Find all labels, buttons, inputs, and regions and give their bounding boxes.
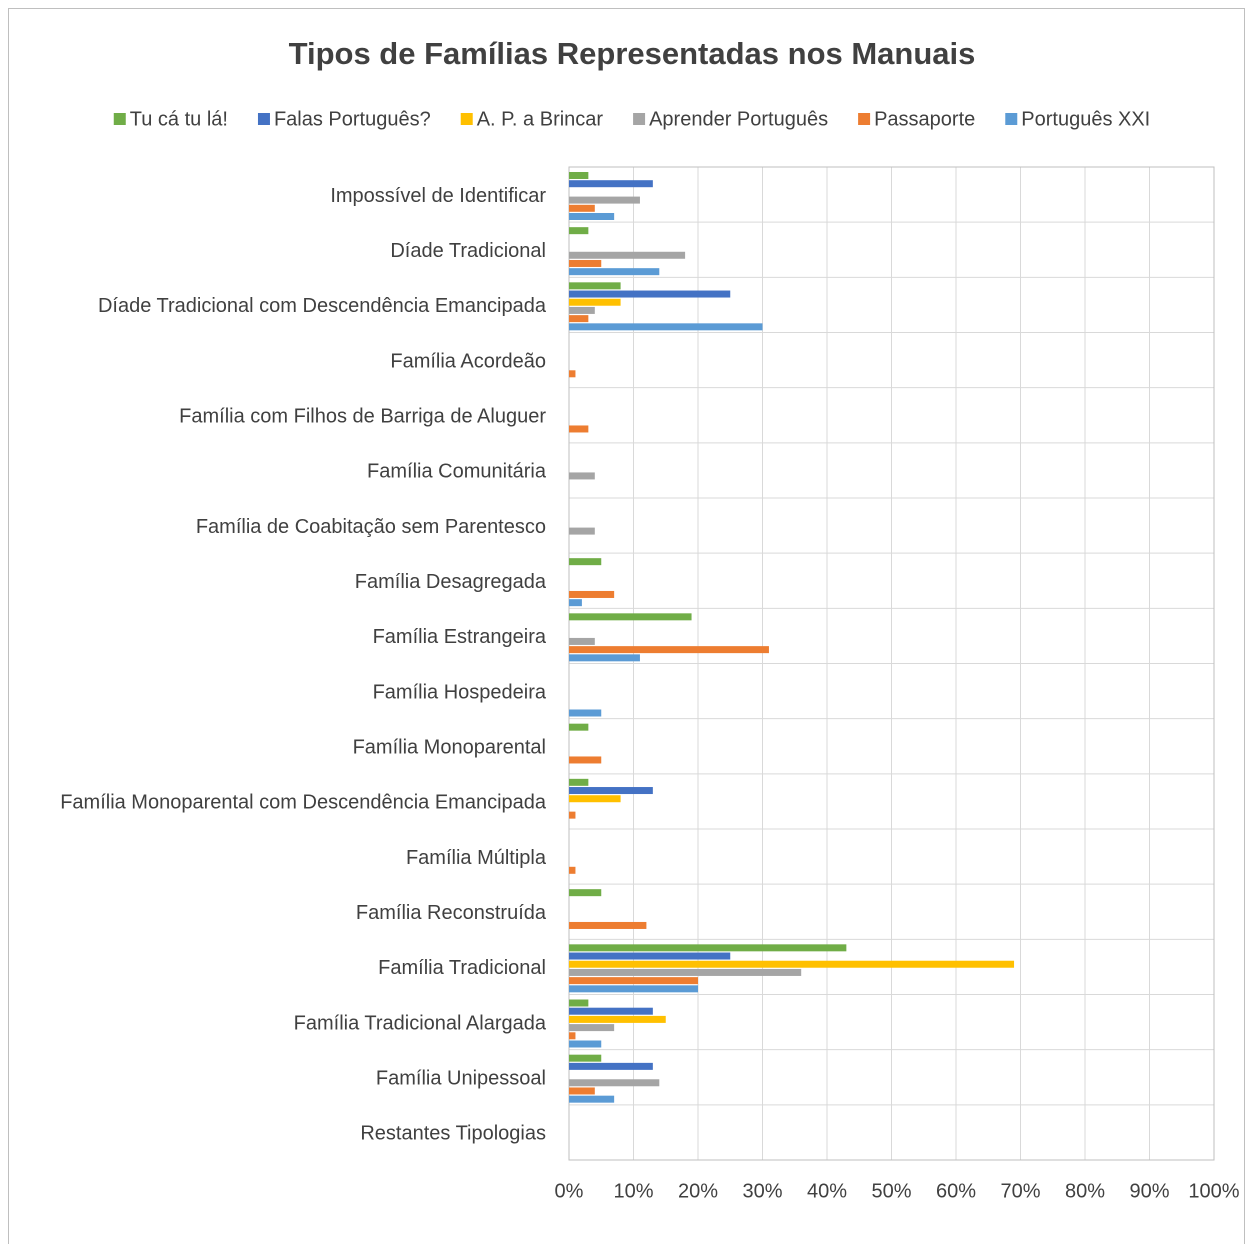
y-tick-label: Família Unipessoal [376, 1068, 546, 1090]
bar [569, 599, 582, 607]
bar [569, 213, 615, 220]
x-tick-label: 50% [871, 1180, 911, 1202]
legend-label: Passaporte [874, 108, 975, 130]
y-tick-label: Impossível de Identificar [330, 185, 546, 207]
y-tick-label: Família Tradicional [378, 957, 546, 979]
x-tick-label: 100% [1188, 1180, 1239, 1202]
y-tick-label: Família com Filhos de Barriga de Aluguer [179, 406, 546, 428]
bar [569, 968, 802, 976]
bar [569, 558, 602, 566]
bar [569, 290, 731, 298]
x-tick-label: 20% [678, 1180, 718, 1202]
bar [569, 425, 589, 433]
bar [569, 613, 692, 621]
bar [569, 1087, 595, 1095]
x-tick-label: 0% [555, 1180, 584, 1202]
bar [569, 268, 660, 276]
legend-label: Tu cá tu lá! [130, 108, 228, 130]
bar [569, 251, 686, 259]
bar [569, 196, 640, 204]
bar [569, 723, 589, 731]
y-tick-label: Família Monoparental [353, 737, 546, 759]
y-tick-label: Família Múltipla [406, 847, 547, 869]
legend-label: Português XXI [1021, 108, 1150, 130]
legend-label: A. P. a Brincar [477, 108, 604, 130]
bar [569, 787, 653, 795]
bar [569, 204, 595, 212]
bar [569, 323, 763, 331]
bar [569, 1007, 653, 1015]
bar [569, 985, 698, 993]
bar [569, 944, 847, 952]
bar [569, 1040, 602, 1048]
bar [569, 306, 595, 314]
y-tick-label: Família Reconstruída [356, 902, 547, 924]
legend-label: Falas Português? [274, 108, 431, 130]
bar [569, 811, 576, 819]
bar [569, 1054, 602, 1062]
bar [569, 590, 615, 598]
y-tick-label: Família Monoparental com Descendência Em… [60, 792, 547, 814]
x-tick-label: 30% [742, 1180, 782, 1202]
legend-swatch [858, 113, 871, 125]
bar [569, 282, 621, 290]
bar [569, 778, 589, 786]
bar [569, 527, 595, 535]
y-tick-label: Família Comunitária [367, 461, 547, 483]
bar [569, 654, 640, 662]
bar [569, 370, 576, 378]
plot-border [568, 166, 1215, 1161]
bar [569, 315, 589, 323]
legend-swatch [460, 113, 473, 125]
bar [569, 921, 647, 929]
legend-swatch [113, 113, 126, 125]
bar [569, 172, 589, 179]
x-tick-label: 80% [1065, 1180, 1105, 1202]
bar [569, 960, 1015, 968]
bar [569, 1079, 660, 1087]
x-tick-label: 60% [936, 1180, 976, 1202]
bar [569, 637, 595, 645]
bar [569, 1095, 615, 1103]
y-tick-label: Família de Coabitação sem Parentesco [196, 516, 546, 538]
x-tick-label: 40% [807, 1180, 847, 1202]
x-tick-label: 70% [1000, 1180, 1040, 1202]
bar [569, 977, 698, 985]
y-tick-label: Família Desagregada [355, 571, 547, 593]
bar [569, 795, 621, 803]
x-tick-label: 90% [1129, 1180, 1169, 1202]
bar [569, 866, 576, 874]
legend-swatch [257, 113, 270, 125]
bar [569, 298, 621, 306]
y-tick-label: Díade Tradicional com Descendência Emanc… [98, 295, 547, 317]
bar [569, 1032, 576, 1040]
y-tick-label: Restantes Tipologias [360, 1123, 546, 1145]
bar [569, 709, 602, 717]
y-tick-label: Família Tradicional Alargada [294, 1012, 547, 1034]
chart-title: Tipos de Famílias Representadas nos Manu… [289, 36, 976, 71]
bar [569, 472, 595, 480]
legend-label: Aprender Português [649, 108, 828, 130]
bar [569, 1015, 666, 1023]
bar [569, 646, 769, 654]
bar [569, 1024, 615, 1032]
y-tick-label: Família Estrangeira [373, 626, 547, 648]
bar [569, 952, 731, 960]
x-tick-label: 10% [613, 1180, 653, 1202]
bar [569, 180, 653, 188]
chart-frame [8, 8, 1245, 1244]
y-tick-label: Família Acordeão [390, 350, 546, 372]
bar [569, 756, 602, 764]
bar [569, 227, 589, 235]
legend-swatch [633, 113, 646, 125]
y-tick-label: Díade Tradicional [390, 240, 546, 262]
bar [569, 259, 602, 267]
bar [569, 1062, 653, 1070]
bar [569, 999, 589, 1007]
y-tick-label: Família Hospedeira [373, 681, 547, 703]
legend-swatch [1005, 113, 1018, 125]
bar [569, 889, 602, 897]
